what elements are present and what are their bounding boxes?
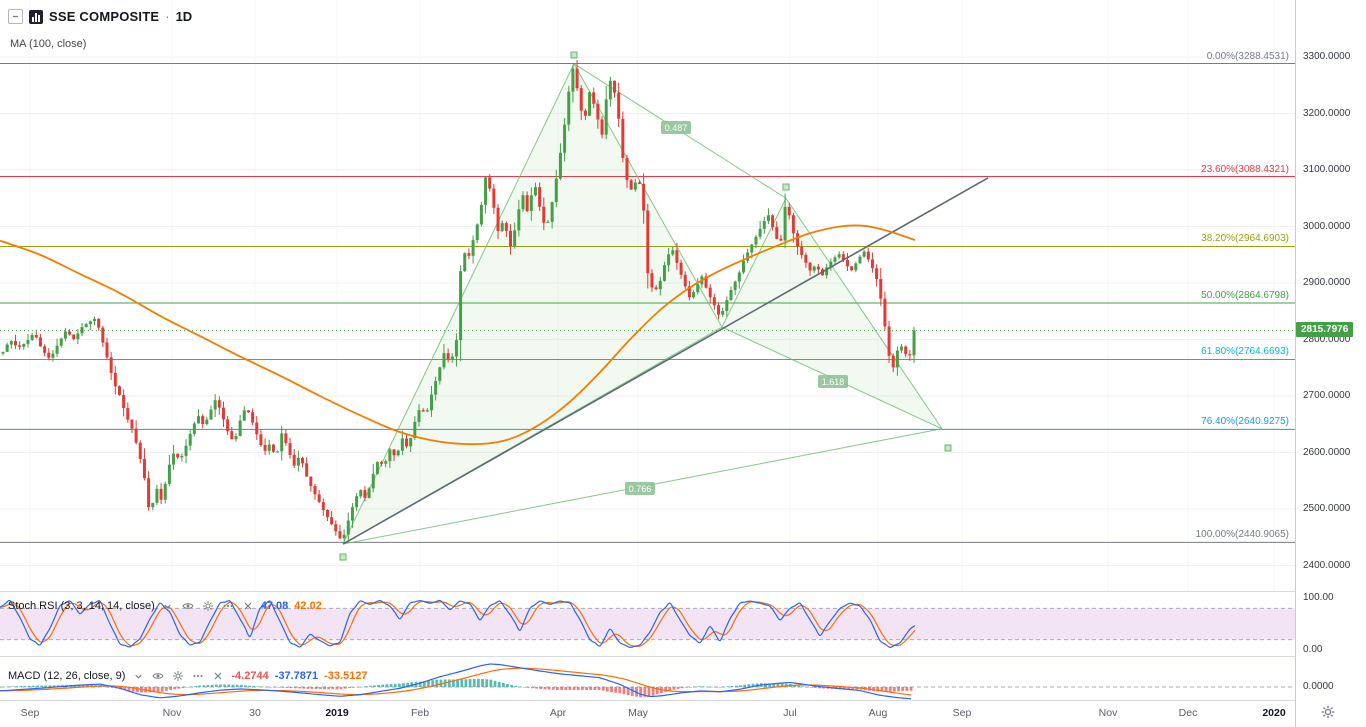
collapse-panel-button[interactable]: [8, 9, 23, 24]
macd-panel[interactable]: [0, 657, 1295, 700]
pattern-ratio-label: 1.618: [818, 375, 848, 388]
close-icon[interactable]: [211, 669, 225, 683]
chart-legend: SSE COMPOSITE · 1D: [8, 9, 192, 24]
pattern-handle[interactable]: [944, 444, 952, 452]
price-scale-tick: 2400.0000: [1303, 559, 1351, 571]
macd-signal-value: -33.5127: [324, 670, 368, 682]
panel-separator[interactable]: [0, 656, 1366, 657]
more-options-icon[interactable]: [221, 599, 235, 613]
candles-layer: [1, 59, 916, 542]
xabcd-pattern[interactable]: 0.487 1.618 0.766: [342, 63, 943, 545]
time-axis-label: Apr: [549, 707, 567, 719]
price-scale-tick: 3000.0000: [1303, 220, 1351, 232]
price-scale-tick: 2500.0000: [1303, 503, 1351, 514]
close-icon[interactable]: [241, 599, 255, 613]
stoch-d-line: [0, 600, 916, 648]
pattern-ratio-label: 0.487: [661, 121, 691, 134]
last-price-badge: 2815.7976: [1296, 321, 1354, 337]
main-price-chart[interactable]: 0.487 1.618 0.766: [0, 0, 1295, 591]
symbol-logo-icon: [29, 9, 43, 24]
indicator-scale-tick: 0.00: [1303, 644, 1323, 655]
time-axis-label: Feb: [410, 707, 430, 719]
price-scale[interactable]: 3300.0000 3200.0000 3100.0000 3000.0000 2900…: [1295, 0, 1366, 727]
time-axis-label: Aug: [868, 707, 888, 719]
price-scale-tick: 2800.0000: [1303, 333, 1351, 345]
macd-signal-line: [0, 667, 912, 696]
time-axis-label: Sep: [952, 707, 972, 719]
grid-lines: [0, 56, 1295, 566]
symbol-name[interactable]: SSE COMPOSITE: [49, 9, 160, 24]
interval-label[interactable]: 1D: [175, 9, 193, 24]
settings-gear-icon[interactable]: [1320, 704, 1340, 724]
price-scale-tick: 3100.0000: [1303, 164, 1351, 175]
ma-label: MA (100, close): [10, 38, 87, 50]
svg-text:1.618: 1.618: [822, 377, 845, 387]
price-scale-tick: 2900.0000: [1303, 277, 1351, 288]
price-scale-tick: 2700.0000: [1303, 390, 1351, 401]
price-scale-tick: 2600.0000: [1303, 446, 1351, 458]
macd-legend: MACD (12, 26, close, 9) -4.2744 -37.7871…: [8, 669, 368, 683]
eye-icon[interactable]: [181, 599, 195, 613]
pattern-handle[interactable]: [570, 51, 578, 59]
price-scale-tick: 3200.0000: [1303, 107, 1351, 119]
pattern-ratio-label: 0.766: [625, 482, 655, 495]
indicator-scale-tick: 100.00: [1303, 592, 1334, 603]
ma-legend[interactable]: MA (100, close): [10, 38, 86, 50]
time-axis-label: Jul: [783, 707, 797, 719]
macd-main-line: [0, 663, 912, 700]
time-axis-label: 2019: [325, 707, 349, 719]
time-axis-label: Nov: [162, 707, 182, 719]
stoch-rsi-panel[interactable]: [0, 592, 1295, 656]
minus-icon: [12, 15, 19, 18]
trend-line[interactable]: [342, 177, 989, 545]
time-axis[interactable]: Sep Nov 30 2019 Feb Apr May Jul Aug Sep Nov Dec 2020: [0, 701, 1366, 727]
stoch-k-line: [0, 599, 916, 649]
svg-text:0.766: 0.766: [629, 484, 652, 494]
time-axis-label: 2020: [1262, 707, 1286, 719]
chevron-down-icon[interactable]: [161, 599, 175, 613]
macd-hist-value: -4.2744: [231, 670, 269, 682]
time-axis-label: May: [628, 707, 648, 719]
pattern-handle[interactable]: [339, 553, 347, 561]
title-separator: ·: [165, 9, 170, 24]
fib-retracement-lines[interactable]: [0, 63, 1295, 543]
pattern-handle[interactable]: [782, 183, 790, 191]
ma-100-line[interactable]: [0, 224, 916, 446]
time-axis-label: Dec: [1178, 707, 1198, 719]
stoch-k-value: 47.08: [260, 600, 289, 612]
macd-line-value: -37.7871: [274, 670, 319, 682]
chevron-down-icon[interactable]: [131, 669, 145, 683]
indicator-scale-tick: 0.0000: [1303, 681, 1334, 692]
eye-icon[interactable]: [151, 669, 165, 683]
price-scale-tick: 3300.0000: [1303, 51, 1351, 62]
panel-separator[interactable]: [0, 591, 1366, 592]
axis-separator: [0, 700, 1366, 701]
stoch-rsi-label[interactable]: Stoch RSI (3, 3, 14, 14, close): [8, 600, 155, 612]
more-options-icon[interactable]: [191, 669, 205, 683]
gear-icon[interactable]: [201, 599, 215, 613]
svg-text:0.487: 0.487: [665, 123, 688, 133]
time-axis-label: Sep: [20, 707, 40, 719]
stoch-rsi-legend: Stoch RSI (3, 3, 14, 14, close) 47.08 42…: [8, 599, 322, 613]
macd-label[interactable]: MACD (12, 26, close, 9): [8, 670, 126, 682]
time-axis-label: 30: [249, 707, 261, 719]
time-axis-label: Nov: [1098, 707, 1118, 719]
gear-icon[interactable]: [171, 669, 185, 683]
stoch-d-value: 42.02: [294, 600, 322, 612]
